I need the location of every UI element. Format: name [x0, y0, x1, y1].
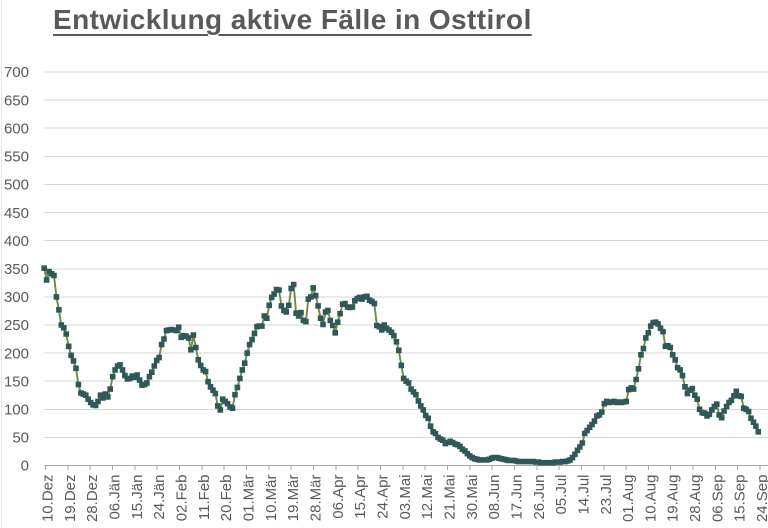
svg-text:300: 300	[4, 289, 29, 306]
svg-text:500: 500	[4, 177, 29, 194]
svg-text:12.Mai: 12.Mai	[419, 475, 436, 520]
svg-text:0: 0	[21, 458, 29, 475]
svg-text:10.Mär: 10.Mär	[263, 474, 280, 521]
svg-text:14.Jul: 14.Jul	[575, 475, 592, 515]
svg-text:17.Jun: 17.Jun	[508, 475, 525, 520]
svg-text:650: 650	[4, 92, 29, 109]
svg-text:06.Jän: 06.Jän	[107, 475, 124, 520]
svg-text:700: 700	[4, 64, 29, 81]
svg-text:28.Mär: 28.Mär	[308, 474, 325, 521]
svg-text:15.Apr: 15.Apr	[352, 475, 369, 519]
svg-text:200: 200	[4, 345, 29, 362]
svg-text:600: 600	[4, 120, 29, 137]
svg-text:100: 100	[4, 402, 29, 419]
svg-text:10.Dez: 10.Dez	[40, 475, 57, 523]
svg-text:21.Mai: 21.Mai	[441, 475, 458, 520]
svg-text:19.Aug: 19.Aug	[665, 475, 682, 523]
svg-text:05.Jul: 05.Jul	[553, 475, 570, 515]
svg-text:06.Sep: 06.Sep	[709, 475, 726, 523]
svg-text:24.Sep: 24.Sep	[754, 475, 768, 523]
svg-text:28.Aug: 28.Aug	[687, 475, 704, 523]
svg-text:24.Jän: 24.Jän	[151, 475, 168, 520]
svg-text:400: 400	[4, 233, 29, 250]
svg-text:15.Sep: 15.Sep	[732, 475, 749, 523]
svg-text:150: 150	[4, 373, 29, 390]
svg-text:15.Jän: 15.Jän	[129, 475, 146, 520]
svg-text:01.Mär: 01.Mär	[241, 474, 258, 521]
svg-text:450: 450	[4, 205, 29, 222]
svg-text:24.Apr: 24.Apr	[374, 475, 391, 519]
svg-text:19.Dez: 19.Dez	[62, 475, 79, 523]
svg-text:10.Aug: 10.Aug	[642, 475, 659, 523]
svg-text:11.Feb: 11.Feb	[196, 475, 213, 521]
svg-text:08.Jun: 08.Jun	[486, 475, 503, 520]
svg-text:28.Dez: 28.Dez	[84, 475, 101, 523]
svg-text:350: 350	[4, 261, 29, 278]
svg-text:06.Apr: 06.Apr	[330, 475, 347, 519]
svg-text:250: 250	[4, 317, 29, 334]
svg-text:02.Feb: 02.Feb	[174, 475, 191, 522]
svg-text:550: 550	[4, 149, 29, 166]
svg-text:03.Mai: 03.Mai	[397, 475, 414, 520]
svg-text:23.Jul: 23.Jul	[598, 475, 615, 515]
svg-text:50: 50	[12, 430, 29, 447]
svg-text:26.Jun: 26.Jun	[531, 475, 548, 520]
svg-text:01.Aug: 01.Aug	[620, 475, 637, 523]
svg-text:20.Feb: 20.Feb	[218, 475, 235, 522]
svg-text:30.Mai: 30.Mai	[464, 475, 481, 520]
svg-text:19.Mär: 19.Mär	[285, 474, 302, 521]
